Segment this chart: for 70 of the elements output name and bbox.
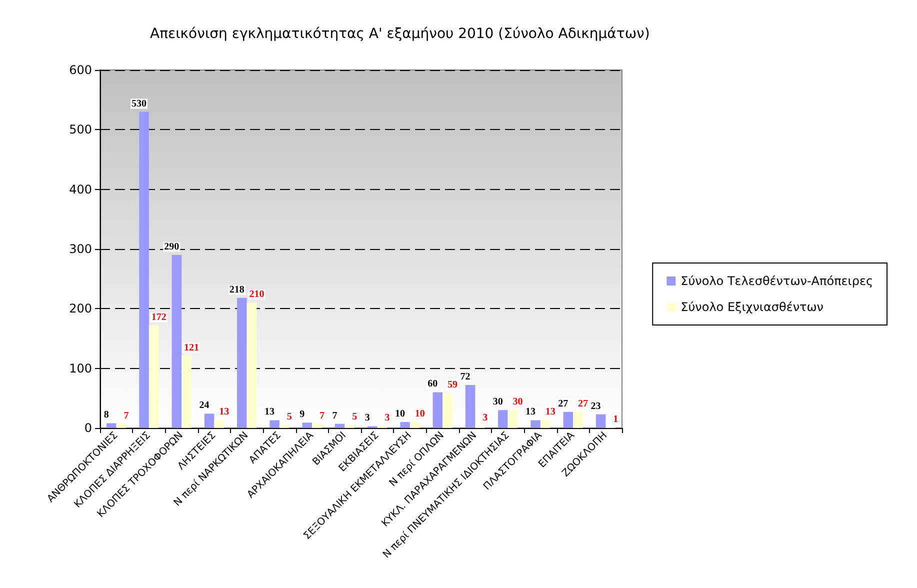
data-label: 30 (492, 396, 503, 408)
bar (302, 422, 312, 428)
data-label: 218 (229, 284, 244, 296)
data-label: 72 (460, 372, 470, 383)
y-tick-label: 200 (69, 302, 92, 316)
chart-title: Απεικόνιση εγκληματικότητας Α' εξαμήνου 2010 (Σύνολο Αδικημάτων) (150, 26, 650, 42)
data-label: 24 (199, 400, 210, 412)
data-label: 7 (332, 410, 338, 422)
data-label: 8 (104, 410, 109, 421)
bar (432, 392, 443, 428)
data-label: 530 (132, 98, 147, 110)
bar (237, 298, 247, 428)
bar (508, 410, 518, 428)
bar (442, 392, 452, 428)
bar (270, 420, 280, 428)
bar (530, 420, 540, 428)
data-label: 7 (319, 410, 324, 422)
bar (139, 112, 149, 428)
bar (410, 422, 420, 428)
bar (116, 424, 126, 428)
data-label: 172 (151, 312, 166, 323)
y-tick-label: 100 (69, 361, 92, 376)
data-label: 10 (414, 408, 425, 420)
bar (334, 424, 345, 428)
bar (573, 412, 583, 428)
data-label: 13 (264, 406, 275, 418)
data-label: 13 (545, 406, 556, 418)
data-label: 60 (428, 378, 438, 390)
bar (172, 254, 182, 428)
bar (563, 412, 574, 428)
data-label: 3 (364, 412, 370, 424)
data-label: 27 (558, 398, 568, 410)
data-label: 7 (124, 410, 129, 422)
data-label: 210 (249, 289, 264, 300)
data-label: 121 (184, 342, 199, 354)
y-tick-label: 0 (84, 421, 92, 435)
bar (540, 420, 550, 428)
legend-label: Σύνολο Τελεσθέντων-Απόπειρες (680, 274, 874, 288)
data-label: 3 (384, 412, 390, 424)
data-label: 9 (300, 409, 305, 420)
data-label: 1 (613, 414, 618, 425)
bar (246, 302, 257, 428)
bar (498, 410, 508, 428)
bar (400, 422, 410, 428)
y-tick-label: 600 (69, 63, 92, 77)
data-label: 23 (590, 400, 601, 412)
bar (106, 423, 116, 428)
bar (182, 356, 192, 428)
bar (148, 325, 159, 428)
data-label: 10 (395, 408, 406, 420)
data-label: 290 (164, 241, 180, 252)
bar (279, 425, 290, 428)
data-label: 13 (526, 406, 536, 418)
bar (596, 414, 606, 428)
bar (204, 414, 214, 428)
data-label: 13 (219, 406, 230, 418)
legend-label: Σύνολο Εξιχνιασθέντων (680, 300, 824, 314)
data-label: 5 (286, 412, 292, 423)
y-tick-label: 400 (69, 182, 92, 196)
bar (312, 424, 322, 428)
data-label: 5 (352, 412, 358, 423)
y-tick-label: 300 (69, 242, 92, 256)
bar (465, 385, 476, 428)
data-label: 30 (512, 396, 523, 408)
bar (344, 425, 354, 428)
y-tick-label: 500 (69, 122, 92, 137)
data-label: 27 (578, 398, 588, 410)
data-label: 3 (482, 412, 488, 424)
data-label: 59 (447, 379, 458, 390)
bar (214, 420, 224, 428)
